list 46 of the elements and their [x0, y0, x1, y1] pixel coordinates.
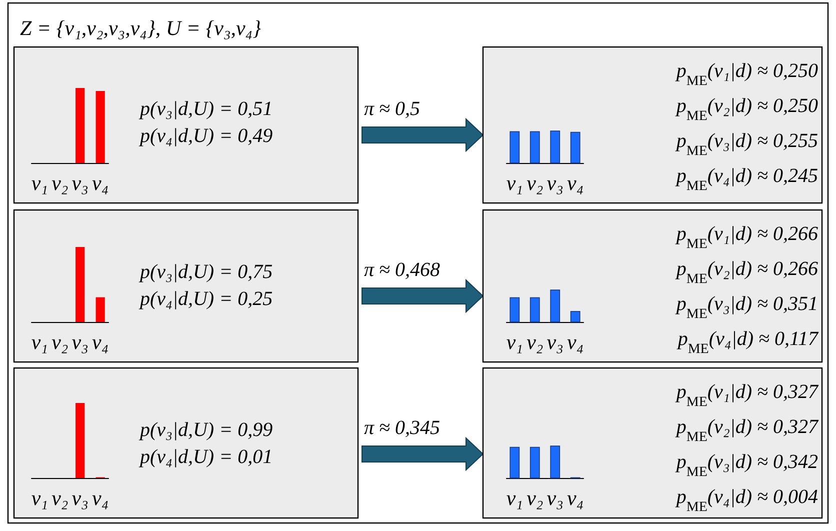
text: p$_{ME}$(ν₄|d) ≈ 0,245 [674, 165, 818, 194]
x-tick-label: ν₁ [506, 486, 523, 510]
x-tick-label: ν₄ [92, 171, 109, 195]
text: p(ν₃|d,U) = 0,99 [138, 419, 273, 441]
x-tick-label: ν₄ [567, 486, 584, 510]
x-tick-label: ν₃ [546, 330, 564, 354]
text: p$_{ME}$(ν₃|d) ≈ 0,342 [674, 451, 818, 480]
x-tick-label: ν₁ [506, 330, 523, 354]
text: p$_{ME}$(ν₂|d) ≈ 0,250 [674, 95, 818, 124]
text: p$_{ME}$(ν₁|d) ≈ 0,327 [674, 381, 819, 410]
x-tick-label: ν₂ [52, 171, 68, 195]
text: p$_{ME}$(ν₄|d) ≈ 0,004 [674, 486, 818, 514]
text: p$_{ME}$(ν₁|d) ≈ 0,250 [674, 60, 818, 88]
text: p(ν₄|d,U) = 0,01 [138, 446, 273, 468]
x-tick-label: ν₄ [92, 486, 109, 510]
x-tick-label: ν₃ [72, 486, 88, 510]
x-tick-label: ν₄ [567, 330, 584, 354]
x-tick-label: ν₃ [546, 486, 564, 510]
text: π ≈ 0,468 [364, 259, 440, 281]
x-tick-label: ν₃ [72, 330, 88, 354]
text: π ≈ 0,345 [364, 417, 440, 439]
x-tick-label: ν₁ [31, 486, 48, 510]
chart-title: Z = {ν₁,ν₂,ν₃,ν₄}, U = {ν₃,ν₄} [20, 16, 262, 40]
x-tick-label: ν₂ [526, 171, 544, 195]
x-tick-label: ν₁ [31, 330, 48, 354]
x-tick-label: ν₂ [52, 486, 68, 510]
x-tick-label: ν₂ [526, 486, 544, 510]
text: p$_{ME}$(ν₂|d) ≈ 0,266 [674, 258, 818, 286]
x-tick-label: ν₃ [72, 171, 88, 195]
text: p(ν₄|d,U) = 0,49 [138, 125, 273, 147]
text: p$_{ME}$(ν₃|d) ≈ 0,255 [674, 130, 818, 158]
x-tick-label: ν₄ [92, 330, 109, 354]
text: p$_{ME}$(ν₂|d) ≈ 0,327 [674, 416, 819, 444]
x-tick-label: ν₄ [567, 171, 584, 195]
x-tick-label: ν₂ [526, 330, 544, 354]
text: π ≈ 0,5 [364, 98, 420, 120]
x-tick-label: ν₁ [31, 171, 48, 195]
text: p(ν₃|d,U) = 0,51 [138, 98, 273, 120]
x-tick-label: ν₁ [506, 171, 523, 195]
text: p$_{ME}$(ν₃|d) ≈ 0,351 [674, 293, 818, 322]
x-tick-label: ν₂ [52, 330, 68, 354]
text: p(ν₄|d,U) = 0,25 [138, 288, 273, 310]
text: p$_{ME}$(ν₁|d) ≈ 0,266 [674, 223, 818, 252]
text: p(ν₃|d,U) = 0,75 [138, 261, 273, 283]
text: p$_{ME}$(ν₄|d) ≈ 0,117 [676, 328, 819, 356]
x-tick-label: ν₃ [546, 171, 564, 195]
